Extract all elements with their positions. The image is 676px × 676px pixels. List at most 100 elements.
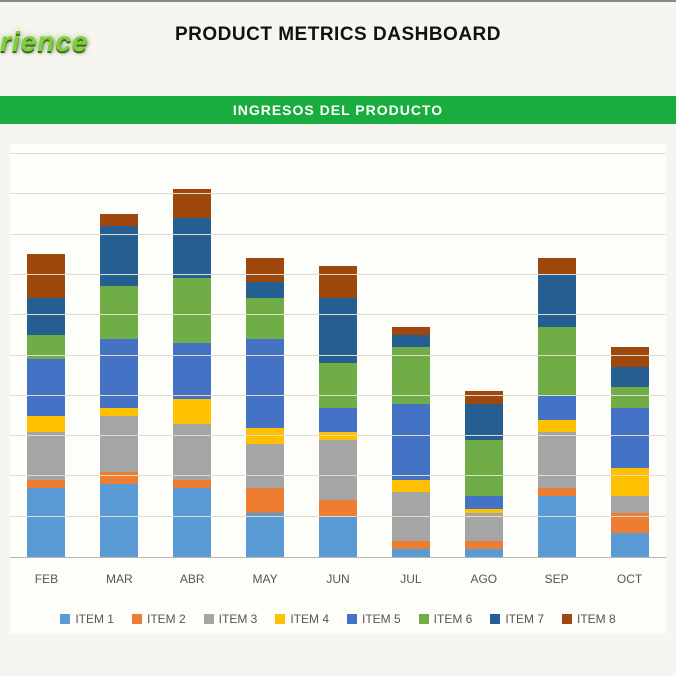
legend-label: ITEM 4 [290,612,329,626]
stacked-bar [319,266,357,557]
legend-item: ITEM 1 [60,612,114,626]
legend-label: ITEM 5 [362,612,401,626]
bar-slot [229,154,302,557]
bar-segment [611,387,649,407]
bar-segment [173,343,211,400]
chart-gridline [10,355,666,356]
bar-segment [246,258,284,282]
bar-segment [246,513,284,557]
bar-segment [173,424,211,481]
bar-segment [538,496,576,557]
bar-slot [302,154,375,557]
bar-segment [392,549,430,557]
legend-label: ITEM 1 [75,612,114,626]
bar-segment [246,298,284,338]
bar-segment [173,218,211,279]
legend-item: ITEM 3 [204,612,258,626]
legend-item: ITEM 5 [347,612,401,626]
legend-item: ITEM 8 [562,612,616,626]
x-axis-label: MAY [229,572,302,586]
bar-segment [611,468,649,496]
legend-swatch-icon [132,614,142,624]
bar-segment [246,488,284,512]
bar-segment [611,408,649,469]
x-axis-label: SEP [520,572,593,586]
x-axis-label: JUN [302,572,375,586]
stacked-bar [173,189,211,557]
legend-item: ITEM 7 [490,612,544,626]
bar-segment [100,226,138,287]
legend-label: ITEM 7 [505,612,544,626]
chart-bars-row [10,154,666,557]
bar-slot [83,154,156,557]
bar-slot [374,154,447,557]
bar-segment [246,282,284,298]
section-bar-ingresos: INGRESOS DEL PRODUCTO [0,96,676,124]
chart-gridline [10,234,666,235]
revenue-stacked-bar-chart: FEBMARABRMAYJUNJULAGOSEPOCT ITEM 1 ITEM 2… [10,144,666,634]
bar-segment [611,496,649,512]
bar-segment [173,278,211,343]
chart-gridline [10,193,666,194]
bar-segment [465,513,503,541]
dashboard-title: PRODUCT METRICS DASHBOARD [0,24,676,46]
legend-swatch-icon [347,614,357,624]
legend-label: ITEM 8 [577,612,616,626]
bar-segment [538,274,576,327]
bar-segment [27,359,65,416]
x-axis-label: AGO [447,572,520,586]
bar-segment [465,496,503,508]
chart-plot-area [10,154,666,558]
stacked-bar [465,391,503,557]
bar-segment [611,367,649,387]
x-axis-label: ABR [156,572,229,586]
bar-segment [392,327,430,335]
bar-segment [100,408,138,416]
bar-slot [156,154,229,557]
bar-slot [447,154,520,557]
legend-item: ITEM 6 [419,612,473,626]
x-axis-label: OCT [593,572,666,586]
legend-swatch-icon [562,614,572,624]
bar-segment [538,420,576,432]
bar-segment [100,339,138,408]
legend-swatch-icon [60,614,70,624]
bar-segment [465,391,503,403]
chart-gridline [10,516,666,517]
bar-segment [465,440,503,497]
chart-x-axis: FEBMARABRMAYJUNJULAGOSEPOCT [10,572,666,586]
bar-segment [392,541,430,549]
bar-segment [173,488,211,557]
chart-gridline [10,475,666,476]
legend-item: ITEM 2 [132,612,186,626]
bar-segment [465,549,503,557]
bar-segment [319,440,357,501]
bar-segment [173,399,211,423]
legend-label: ITEM 6 [434,612,473,626]
bar-segment [538,395,576,419]
x-axis-label: MAR [83,572,156,586]
legend-swatch-icon [275,614,285,624]
legend-swatch-icon [204,614,214,624]
bar-segment [319,517,357,557]
bar-segment [538,258,576,274]
legend-swatch-icon [419,614,429,624]
bar-segment [319,266,357,298]
legend-label: ITEM 2 [147,612,186,626]
bar-segment [319,298,357,363]
x-axis-label: FEB [10,572,83,586]
legend-item: ITEM 4 [275,612,329,626]
bar-segment [100,416,138,473]
chart-legend: ITEM 1 ITEM 2 ITEM 3 ITEM 4 ITEM 5 ITEM 6 ITEM… [10,612,666,626]
bar-segment [246,339,284,428]
bar-segment [100,214,138,226]
bar-slot [593,154,666,557]
header: rience PRODUCT METRICS DASHBOARD [0,2,676,92]
chart-gridline [10,395,666,396]
stacked-bar [611,347,649,557]
legend-swatch-icon [490,614,500,624]
stacked-bar [392,327,430,557]
chart-gridline [10,153,666,154]
bar-segment [27,488,65,557]
bar-segment [319,408,357,432]
